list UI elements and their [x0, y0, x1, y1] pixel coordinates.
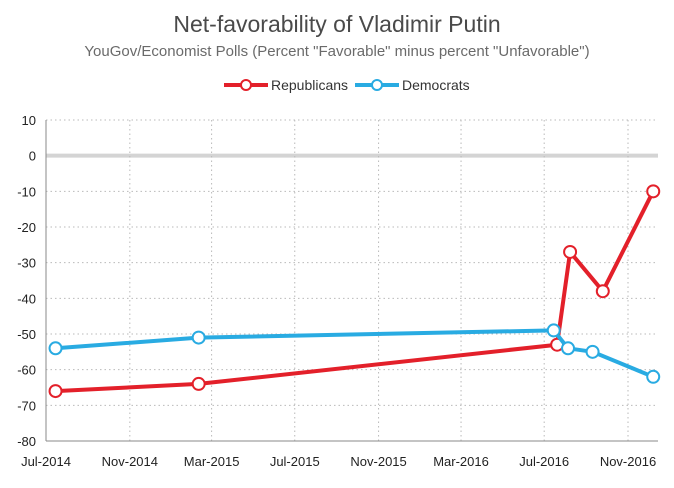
- x-tick-label: Nov-2016: [600, 454, 656, 469]
- chart-subtitle: YouGov/Economist Polls (Percent "Favorab…: [84, 43, 589, 60]
- legend-item-democrats[interactable]: Democrats: [355, 77, 470, 93]
- series-republicans: [48, 184, 661, 399]
- data-point-democrats[interactable]: [191, 330, 206, 345]
- y-tick-label: -60: [17, 363, 36, 378]
- y-axis: 10 0 -10 -20 -30 -40 -50 -60 -70 -80: [17, 113, 47, 449]
- y-tick-label: -20: [17, 220, 36, 235]
- data-point-democrats[interactable]: [561, 341, 576, 356]
- legend-label-republicans: Republicans: [271, 77, 348, 93]
- data-point-republicans[interactable]: [646, 184, 661, 199]
- data-point-democrats[interactable]: [585, 344, 600, 359]
- chart-title: Net-favorability of Vladimir Putin: [173, 11, 500, 37]
- series-line-republicans: [55, 190, 655, 394]
- y-tick-label: -30: [17, 256, 36, 271]
- data-point-republicans[interactable]: [563, 244, 578, 259]
- grid: [45, 119, 658, 441]
- data-point-republicans[interactable]: [595, 284, 610, 299]
- x-tick-label: Jul-2014: [21, 454, 71, 469]
- series-line-democrats: [55, 328, 654, 379]
- data-point-democrats[interactable]: [646, 369, 661, 384]
- x-tick-label: Mar-2015: [184, 454, 240, 469]
- y-tick-label: 10: [22, 113, 36, 128]
- data-point-republicans[interactable]: [191, 376, 206, 391]
- x-axis: Jul-2014 Nov-2014 Mar-2015 Jul-2015 Nov-2015…: [21, 440, 658, 469]
- legend-marker-republicans: [240, 79, 252, 91]
- y-tick-label: -70: [17, 398, 36, 413]
- x-tick-label: Jul-2016: [519, 454, 569, 469]
- series-layer: [48, 184, 661, 399]
- y-tick-label: -40: [17, 291, 36, 306]
- y-tick-label: -10: [17, 184, 36, 199]
- y-tick-label: 0: [29, 149, 36, 164]
- data-point-republicans[interactable]: [48, 384, 63, 399]
- data-point-democrats[interactable]: [48, 341, 63, 356]
- legend-item-republicans[interactable]: Republicans: [224, 77, 348, 93]
- x-tick-label: Mar-2016: [433, 454, 489, 469]
- x-tick-label: Nov-2015: [350, 454, 406, 469]
- legend-marker-democrats: [371, 79, 383, 91]
- data-point-democrats[interactable]: [546, 323, 561, 338]
- series-democrats: [48, 323, 661, 384]
- y-tick-label: -80: [17, 434, 36, 449]
- legend-label-democrats: Democrats: [402, 77, 470, 93]
- x-tick-label: Nov-2014: [102, 454, 158, 469]
- x-tick-label: Jul-2015: [270, 454, 320, 469]
- y-tick-label: -50: [17, 327, 36, 342]
- legend: Republicans Democrats: [224, 77, 470, 93]
